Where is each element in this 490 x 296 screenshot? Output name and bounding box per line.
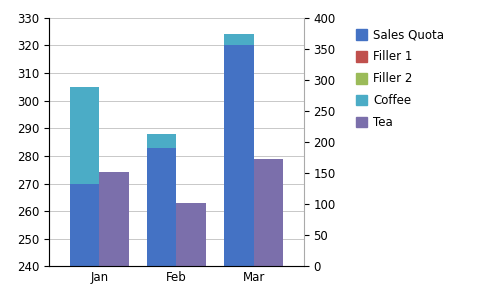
Bar (224, 34, 254, 266)
Bar (70, 184, 99, 266)
Legend: Sales Quota, Filler 1, Filler 2, Coffee, Tea: Sales Quota, Filler 1, Filler 2, Coffee,… (356, 29, 444, 129)
Bar (70, 87, 99, 184)
Bar (147, 134, 176, 266)
Bar (147, 134, 176, 148)
Bar (176, 203, 206, 266)
Bar (99, 173, 128, 266)
Bar (254, 159, 283, 266)
Bar (224, 34, 254, 45)
